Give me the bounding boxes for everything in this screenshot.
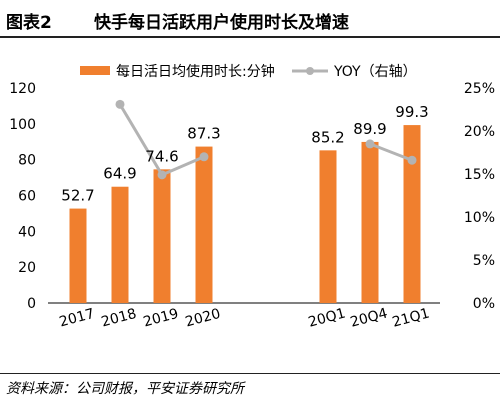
x-axis-tick: 21Q1 bbox=[391, 306, 432, 331]
right-axis-tick: 15% bbox=[464, 167, 495, 183]
x-axis-tick: 20Q1 bbox=[307, 306, 348, 331]
bar bbox=[111, 186, 129, 303]
line-series bbox=[115, 99, 417, 180]
bar-data-label: 74.6 bbox=[145, 147, 178, 165]
title-divider bbox=[0, 36, 500, 38]
legend-bar-swatch bbox=[80, 66, 110, 75]
bar-data-label: 89.9 bbox=[353, 120, 386, 138]
right-axis-tick: 25% bbox=[464, 81, 495, 97]
right-axis-tick: 10% bbox=[464, 210, 495, 226]
x-axis-tick: 20Q4 bbox=[349, 306, 390, 331]
left-axis-tick: 0 bbox=[27, 296, 36, 312]
right-axis-tick: 5% bbox=[473, 253, 495, 269]
bar bbox=[195, 146, 213, 303]
legend-line-marker bbox=[306, 67, 314, 75]
yoy-point bbox=[157, 170, 167, 180]
bar bbox=[153, 169, 171, 303]
figure-header: 图表2 快手每日活跃用户使用时长及增速 bbox=[0, 0, 500, 38]
figure-title: 快手每日活跃用户使用时长及增速 bbox=[94, 13, 349, 33]
bar bbox=[69, 208, 87, 303]
bar bbox=[319, 150, 337, 303]
left-axis-tick: 20 bbox=[18, 260, 36, 276]
bar-data-label: 64.9 bbox=[103, 165, 136, 183]
x-axis-tick: 2017 bbox=[58, 306, 97, 331]
bar-data-label: 87.3 bbox=[187, 125, 220, 143]
figure-label: 图表2 bbox=[6, 13, 52, 33]
right-axis-tick: 20% bbox=[464, 124, 495, 140]
data-labels: 52.7 64.9 74.6 87.3 85.2 89.9 99.3 bbox=[61, 103, 428, 204]
left-axis-tick: 120 bbox=[9, 81, 36, 97]
right-axis-tick: 0% bbox=[473, 296, 495, 312]
x-axis-tick: 2018 bbox=[100, 306, 139, 331]
left-axis-tick: 80 bbox=[18, 153, 36, 169]
bar bbox=[403, 125, 421, 304]
yoy-point bbox=[365, 139, 375, 149]
left-axis-tick: 40 bbox=[18, 224, 36, 240]
source-note: 资料来源：公司财报，平安证券研究所 bbox=[6, 381, 244, 397]
yoy-point bbox=[199, 152, 209, 162]
legend-line-label: YOY（右轴） bbox=[333, 64, 417, 80]
yoy-line bbox=[369, 142, 413, 162]
legend-bar-label: 每日活日均使用时长:分钟 bbox=[116, 63, 275, 80]
x-axis-tick: 2019 bbox=[142, 306, 181, 331]
legend: 每日活日均使用时长:分钟 YOY（右轴） bbox=[80, 63, 417, 80]
bar bbox=[361, 141, 379, 303]
bar-data-label: 52.7 bbox=[61, 187, 94, 205]
yoy-point bbox=[115, 99, 125, 109]
bar-data-label: 99.3 bbox=[395, 103, 428, 121]
source-divider bbox=[0, 373, 500, 374]
x-axis-tick: 2020 bbox=[184, 306, 223, 331]
yoy-point bbox=[407, 155, 417, 165]
bar-data-label: 85.2 bbox=[311, 128, 344, 146]
left-axis-tick: 60 bbox=[18, 189, 36, 205]
bar-series bbox=[69, 125, 421, 304]
left-axis-tick: 100 bbox=[9, 117, 36, 133]
